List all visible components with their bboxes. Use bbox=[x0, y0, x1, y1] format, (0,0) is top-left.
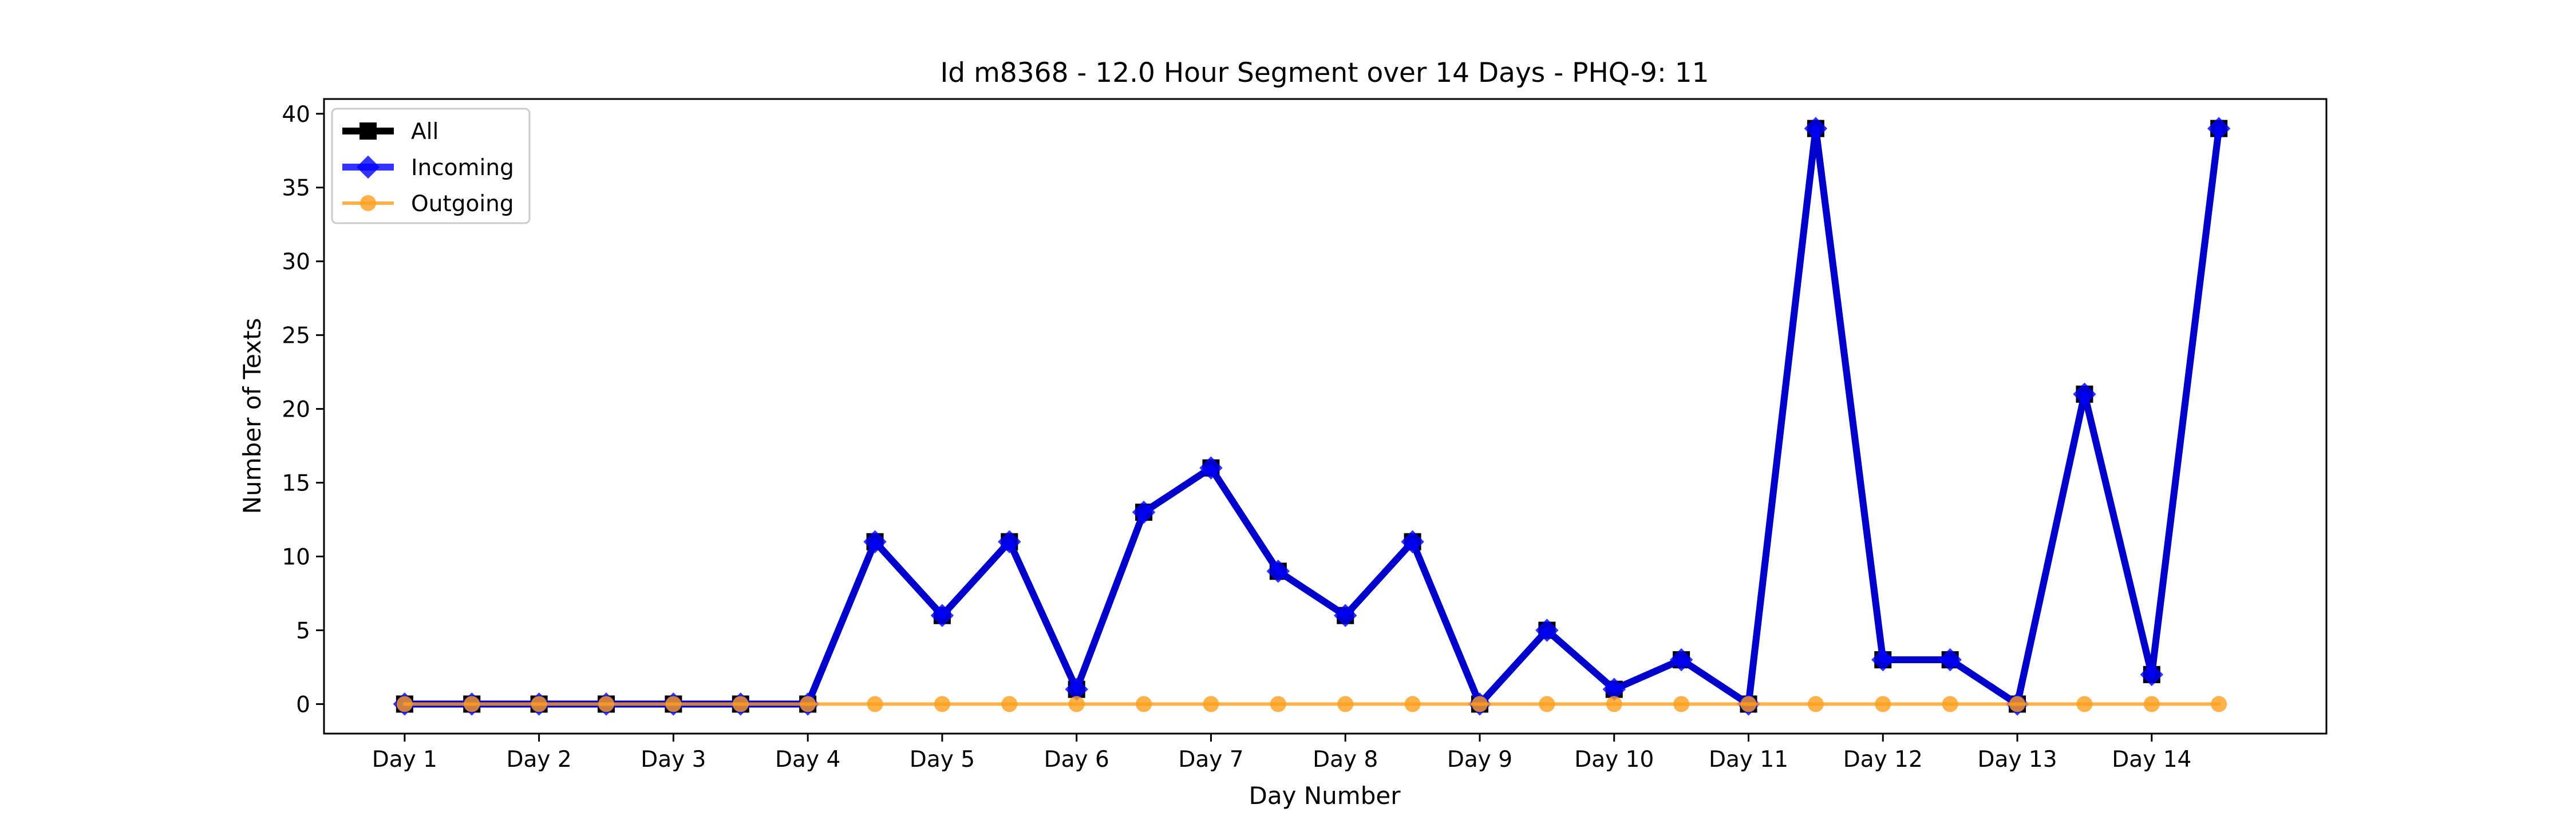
data-point-outgoing bbox=[867, 696, 883, 712]
data-point-outgoing bbox=[2009, 696, 2026, 712]
data-point-incoming bbox=[930, 604, 954, 627]
y-axis-label: Number of Texts bbox=[238, 318, 266, 514]
y-tick-label: 30 bbox=[282, 249, 310, 275]
data-point-outgoing bbox=[1001, 696, 1018, 712]
data-point-outgoing bbox=[1337, 696, 1354, 712]
data-point-outgoing bbox=[1875, 696, 1891, 712]
x-axis-ticks: Day 1 Day 2 Day 3 Day 4 Day 5 Day 6 Day 7 Day 8… bbox=[372, 734, 2191, 772]
data-point-incoming bbox=[998, 530, 1021, 553]
data-point-outgoing bbox=[1673, 696, 1690, 712]
x-tick-label: Day 14 bbox=[2112, 747, 2191, 772]
data-point-outgoing bbox=[2211, 696, 2227, 712]
data-point-incoming bbox=[1266, 560, 1290, 583]
data-point-incoming bbox=[1871, 648, 1895, 672]
legend-box bbox=[331, 108, 531, 224]
legend-marker-outgoing bbox=[360, 195, 376, 211]
legend-label-all: All bbox=[411, 119, 438, 145]
y-tick-label: 0 bbox=[296, 692, 310, 718]
data-point-incoming bbox=[1602, 678, 1626, 701]
data-point-outgoing bbox=[531, 696, 547, 712]
data-point-incoming bbox=[1938, 648, 1962, 672]
series-layer bbox=[393, 117, 2231, 716]
data-point-outgoing bbox=[1068, 696, 1085, 712]
chart-title: Id m8368 - 12.0 Hour Segment over 14 Day… bbox=[940, 57, 1709, 89]
data-point-outgoing bbox=[732, 696, 749, 712]
legend-marker-all bbox=[359, 122, 377, 140]
x-tick-label: Day 12 bbox=[1843, 747, 1923, 772]
data-point-incoming bbox=[2207, 117, 2231, 140]
data-point-incoming bbox=[1669, 648, 1693, 672]
x-tick-label: Day 1 bbox=[372, 747, 437, 772]
data-point-incoming bbox=[2140, 663, 2164, 687]
data-point-incoming bbox=[1804, 117, 1828, 140]
x-tick-label: Day 6 bbox=[1044, 747, 1109, 772]
x-tick-label: Day 7 bbox=[1178, 747, 1243, 772]
x-tick-label: Day 9 bbox=[1447, 747, 1512, 772]
data-point-outgoing bbox=[1203, 696, 1219, 712]
data-point-outgoing bbox=[1942, 696, 1958, 712]
x-tick-label: Day 8 bbox=[1313, 747, 1378, 772]
x-tick-label: Day 13 bbox=[1978, 747, 2057, 772]
plot-frame bbox=[323, 98, 2328, 735]
y-tick-label: 25 bbox=[282, 323, 310, 349]
y-axis-ticks: 0 5 10 15 20 25 30 35 40 bbox=[282, 102, 324, 718]
data-point-outgoing bbox=[1471, 696, 1488, 712]
legend-marker-incoming bbox=[356, 155, 380, 179]
data-point-outgoing bbox=[665, 696, 682, 712]
y-tick-label: 15 bbox=[282, 471, 310, 497]
y-tick-label: 40 bbox=[282, 102, 310, 128]
data-point-incoming bbox=[2073, 382, 2096, 406]
data-point-outgoing bbox=[934, 696, 950, 712]
x-tick-label: Day 3 bbox=[641, 747, 706, 772]
data-point-incoming bbox=[1199, 456, 1223, 480]
data-point-outgoing bbox=[598, 696, 615, 712]
series-outgoing bbox=[396, 696, 2227, 712]
data-point-outgoing bbox=[1270, 696, 1286, 712]
data-point-incoming bbox=[863, 530, 887, 553]
data-point-incoming bbox=[1401, 530, 1424, 553]
x-tick-label: Day 4 bbox=[775, 747, 840, 772]
data-point-incoming bbox=[1132, 500, 1156, 524]
data-point-outgoing bbox=[464, 696, 480, 712]
y-tick-label: 35 bbox=[282, 176, 310, 201]
y-tick-label: 20 bbox=[282, 397, 310, 423]
data-point-outgoing bbox=[1136, 696, 1152, 712]
data-point-incoming bbox=[1065, 678, 1088, 701]
data-point-outgoing bbox=[2143, 696, 2160, 712]
x-tick-label: Day 5 bbox=[910, 747, 975, 772]
legend: All Incoming Outgoing bbox=[331, 108, 531, 224]
data-point-outgoing bbox=[800, 696, 816, 712]
data-point-outgoing bbox=[1404, 696, 1421, 712]
data-point-incoming bbox=[1535, 619, 1559, 642]
y-tick-label: 10 bbox=[282, 545, 310, 571]
data-point-outgoing bbox=[1606, 696, 1622, 712]
y-tick-label: 5 bbox=[296, 618, 310, 644]
x-axis-label: Day Number bbox=[1249, 782, 1401, 810]
data-point-outgoing bbox=[396, 696, 413, 712]
data-point-outgoing bbox=[1539, 696, 1555, 712]
data-point-outgoing bbox=[1807, 696, 1824, 712]
data-point-incoming bbox=[1333, 604, 1357, 627]
legend-label-outgoing: Outgoing bbox=[411, 191, 514, 217]
x-tick-label: Day 2 bbox=[507, 747, 572, 772]
data-point-outgoing bbox=[2076, 696, 2093, 712]
x-tick-label: Day 10 bbox=[1574, 747, 1654, 772]
legend-label-incoming: Incoming bbox=[411, 155, 514, 181]
x-tick-label: Day 11 bbox=[1709, 747, 1788, 772]
data-point-outgoing bbox=[1740, 696, 1757, 712]
